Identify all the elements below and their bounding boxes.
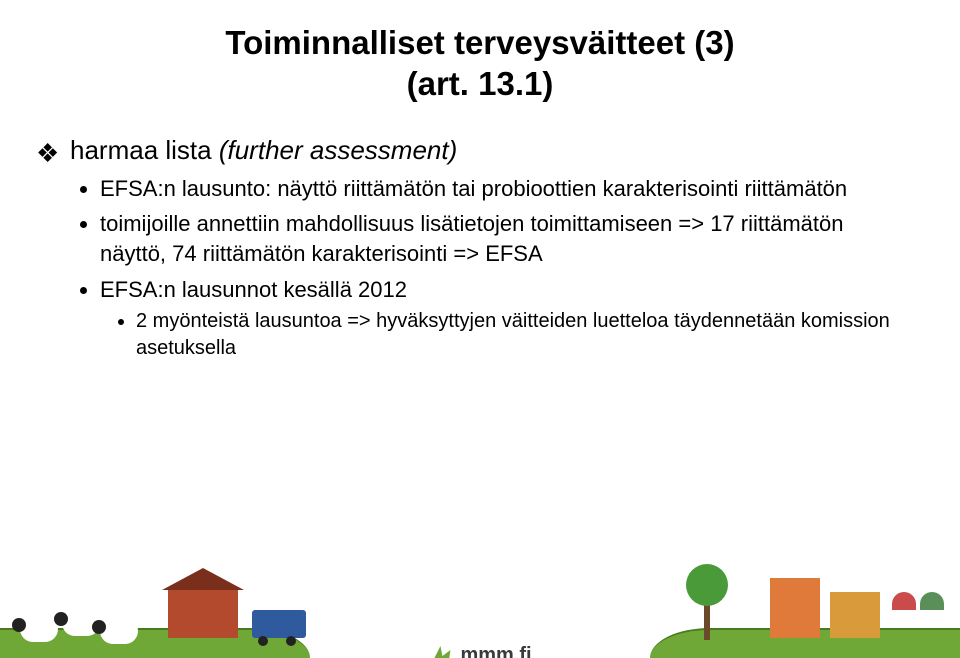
- tree-icon: [704, 600, 710, 640]
- title-line2: (art. 13.1): [407, 65, 554, 102]
- slide-title: Toiminnalliset terveysväitteet (3) (art.…: [0, 22, 960, 105]
- diamond-icon: ❖: [36, 138, 59, 169]
- logo-text: mmm.fi: [460, 644, 531, 658]
- sub2-item: 2 myönteistä lausuntoa => hyväksyttyjen …: [136, 308, 900, 362]
- footer-logo: mmm.fi: [416, 638, 543, 658]
- building-icon: [770, 578, 820, 638]
- sub-list-1: EFSA:n lausunto: näyttö riittämätön tai …: [100, 174, 900, 363]
- logo-mark-icon: [428, 642, 454, 658]
- top-item-prefix: harmaa lista: [70, 135, 219, 165]
- building-icon: [830, 592, 880, 638]
- bullet-top: ❖ harmaa lista (further assessment): [70, 135, 900, 166]
- truck-icon: [252, 610, 306, 638]
- barn-icon: [168, 590, 238, 638]
- sub-list-2: 2 myönteistä lausuntoa => hyväksyttyjen …: [136, 308, 900, 362]
- sub1-item: EFSA:n lausunnot kesällä 2012 2 myönteis…: [100, 275, 900, 363]
- sheep-icon: [100, 618, 138, 644]
- slide-content: ❖ harmaa lista (further assessment) EFSA…: [70, 135, 900, 363]
- sub1-item: EFSA:n lausunto: näyttö riittämätön tai …: [100, 174, 900, 204]
- sheep-icon: [20, 616, 58, 642]
- umbrella-icon: [892, 592, 916, 610]
- footer-illustration: mmm.fi: [0, 540, 960, 658]
- top-item-italic: (further assessment): [219, 135, 457, 165]
- title-line1: Toiminnalliset terveysväitteet (3): [225, 24, 734, 61]
- sub1-item: toimijoille annettiin mahdollisuus lisät…: [100, 209, 900, 268]
- market-icon: [890, 610, 950, 640]
- umbrella-icon: [920, 592, 944, 610]
